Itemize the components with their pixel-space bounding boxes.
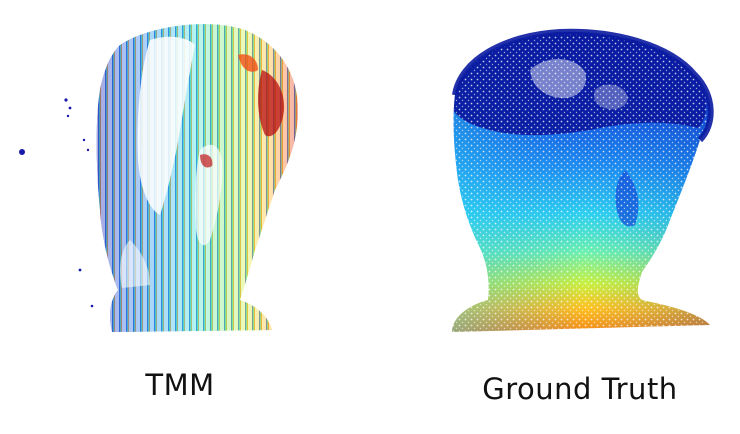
ground-truth-caption: Ground Truth xyxy=(482,372,678,406)
ground-truth-point-cloud-image xyxy=(380,0,740,350)
tmm-caption: TMM xyxy=(145,368,215,402)
tmm-point-cloud-image xyxy=(0,0,370,350)
ground-truth-point-cloud xyxy=(452,28,714,332)
tmm-outlier-points xyxy=(19,98,94,308)
tmm-cloud-body xyxy=(96,24,298,332)
tmm-point-cloud xyxy=(19,24,298,332)
ground-truth-hair-rim xyxy=(452,28,714,143)
ground-truth-cloud-body xyxy=(452,31,711,332)
